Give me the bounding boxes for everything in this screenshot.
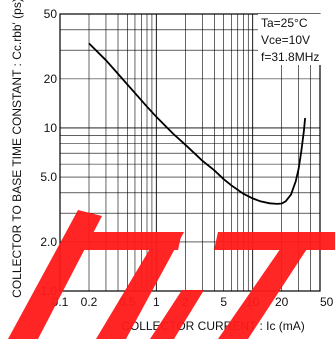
y-axis-label: COLLECTOR TO BASE TIME CONSTANT : Cc.rbb… [10, 0, 24, 298]
y-tick-label: 50 [44, 7, 58, 21]
data-line [88, 42, 306, 205]
watermark-stroke-4 [214, 232, 335, 250]
x-tick-label: 1 [153, 295, 160, 309]
watermark-stroke-1 [8, 210, 102, 339]
x-tick-label: 0.2 [81, 295, 98, 309]
y-tick-label: 20 [44, 72, 58, 86]
x-tick-label: 20 [275, 295, 289, 309]
watermark-stroke-3 [96, 232, 184, 339]
y-tick-label: 5.0 [40, 170, 57, 184]
y-tick-label: 10 [44, 121, 58, 135]
y-tick-label: 2.0 [40, 235, 57, 249]
watermark-stroke-5 [218, 232, 318, 339]
conditions-box [258, 14, 332, 65]
x-tick-label: 5 [220, 295, 227, 309]
watermark-stroke-6 [150, 290, 204, 339]
watermark [8, 210, 335, 339]
condition-temp: Ta=25°C [261, 16, 308, 30]
condition-frequency: f=31.8MHz [261, 50, 319, 64]
condition-voltage: Vce=10V [261, 33, 310, 47]
x-axis-label: COLLECTOR CURRENT : Ic (mA) [121, 319, 305, 333]
x-tick-label: 50 [320, 295, 334, 309]
